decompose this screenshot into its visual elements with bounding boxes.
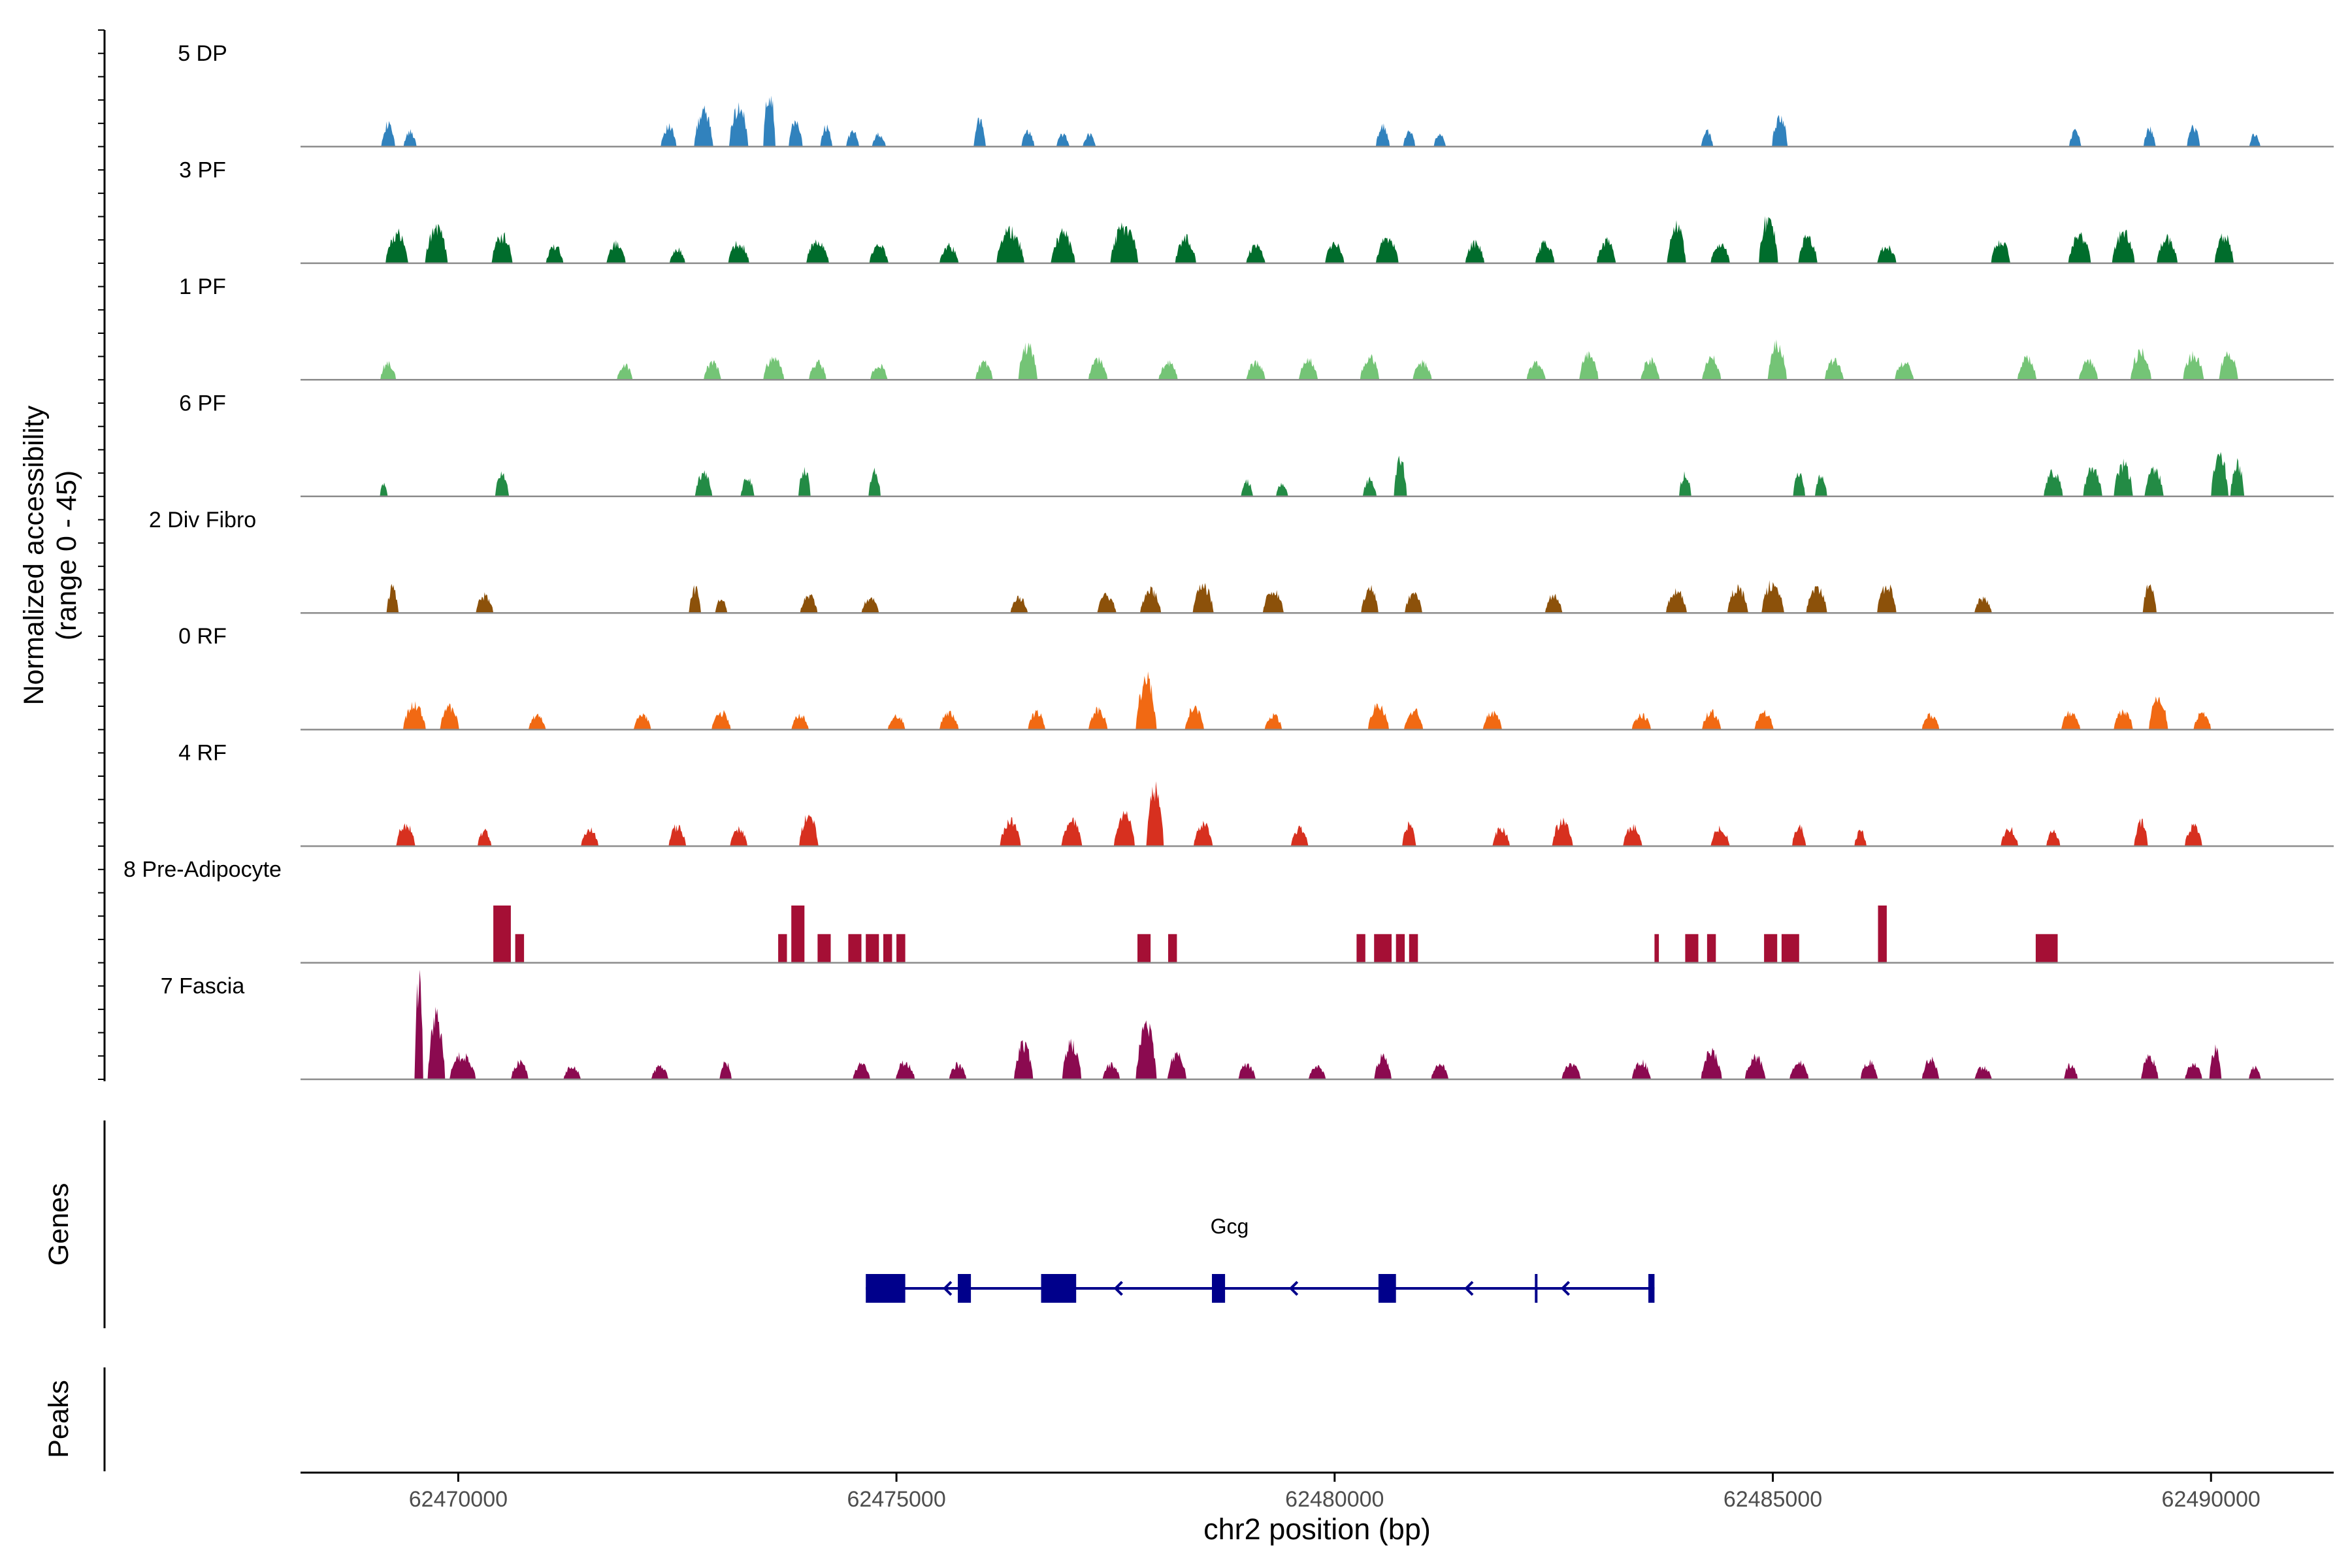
coverage-area-8-pre-adipocyte bbox=[301, 906, 2334, 963]
x-axis-ticks: 62470000 62475000 62480000 62485000 62490000 bbox=[409, 1473, 2261, 1512]
track-5-dp: 5 DP bbox=[178, 41, 2334, 148]
gene-strand-arrow bbox=[943, 1281, 953, 1296]
track-0-rf: 0 RF bbox=[178, 624, 2334, 730]
y-axis-title: Normalized accessibility bbox=[18, 405, 50, 705]
gene-strand-arrow bbox=[1113, 1281, 1123, 1296]
coverage-area-7-fascia bbox=[301, 970, 2334, 1079]
track-label-6-pf: 6 PF bbox=[179, 391, 226, 416]
gene-exon bbox=[1212, 1274, 1226, 1303]
coverage-area-3-pf bbox=[301, 216, 2334, 263]
track-label-5-dp: 5 DP bbox=[178, 41, 227, 66]
gene-model-gcg bbox=[866, 1274, 1655, 1303]
gene-strand-arrow bbox=[1464, 1281, 1474, 1296]
track-label-4-rf: 4 RF bbox=[178, 741, 227, 766]
peaks-track-label: Peaks bbox=[43, 1380, 74, 1458]
gene-exon bbox=[1648, 1274, 1655, 1303]
track-7-fascia: 7 Fascia bbox=[161, 970, 2334, 1081]
track-4-rf: 4 RF bbox=[178, 741, 2334, 847]
x-tick-label: 62475000 bbox=[847, 1487, 945, 1512]
gene-name-label: Gcg bbox=[1211, 1215, 1249, 1238]
track-6-pf: 6 PF bbox=[179, 391, 2334, 498]
peaks-track: Peaks bbox=[43, 1367, 106, 1471]
track-1-pf: 1 PF bbox=[179, 274, 2334, 381]
track-label-7-fascia: 7 Fascia bbox=[161, 974, 245, 999]
x-axis-title: chr2 position (bp) bbox=[1203, 1512, 1431, 1546]
coverage-area-5-dp bbox=[301, 95, 2334, 147]
track-label-8-pre-adipocyte: 8 Pre-Adipocyte bbox=[123, 857, 282, 882]
gene-exon bbox=[866, 1274, 906, 1303]
track-8-pre-adipocyte: 8 Pre-Adipocyte bbox=[123, 857, 2334, 964]
track-label-3-pf: 3 PF bbox=[179, 157, 226, 182]
gene-strand-arrow bbox=[1560, 1281, 1571, 1296]
coverage-area-6-pf bbox=[301, 451, 2334, 497]
coverage-area-2-div-fibro bbox=[301, 580, 2334, 613]
track-label-2-div-fibro: 2 Div Fibro bbox=[149, 508, 256, 532]
x-tick-label: 62490000 bbox=[2162, 1487, 2261, 1512]
track-3-pf: 3 PF bbox=[179, 157, 2334, 265]
accessibility-tracks: 5 DP 3 PF 1 PF 6 PF 2 Div Fibro 0 RF 4 RF 8 Pre… bbox=[123, 41, 2334, 1081]
gene-exon bbox=[958, 1274, 972, 1303]
track-2-div-fibro: 2 Div Fibro bbox=[149, 508, 2334, 614]
x-axis: 62470000 62475000 62480000 62485000 62490000… bbox=[301, 1471, 2334, 1546]
coverage-area-0-rf bbox=[301, 671, 2334, 730]
x-tick-label: 62480000 bbox=[1285, 1487, 1384, 1512]
gene-exon bbox=[1378, 1274, 1396, 1303]
track-label-0-rf: 0 RF bbox=[178, 624, 227, 649]
x-tick-label: 62485000 bbox=[1723, 1487, 1822, 1512]
y-axis-minor-ticks bbox=[98, 29, 105, 1080]
genes-track-label: Genes bbox=[43, 1183, 74, 1266]
coverage-area-4-rf bbox=[301, 781, 2334, 847]
gene-strand-arrow bbox=[1043, 1281, 1053, 1296]
genes-track: Genes Gcg bbox=[43, 1120, 1655, 1328]
x-tick-label: 62470000 bbox=[409, 1487, 508, 1512]
track-label-1-pf: 1 PF bbox=[179, 274, 226, 299]
gene-strand-arrow bbox=[1288, 1281, 1299, 1296]
y-axis-range-label: (range 0 - 45) bbox=[51, 470, 82, 641]
y-axis-accessibility: Normalized accessibility (range 0 - 45) bbox=[18, 29, 106, 1081]
coverage-area-1-pf bbox=[301, 339, 2334, 380]
